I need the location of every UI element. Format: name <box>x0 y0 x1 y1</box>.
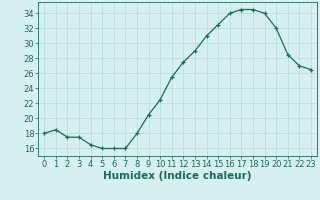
X-axis label: Humidex (Indice chaleur): Humidex (Indice chaleur) <box>103 171 252 181</box>
